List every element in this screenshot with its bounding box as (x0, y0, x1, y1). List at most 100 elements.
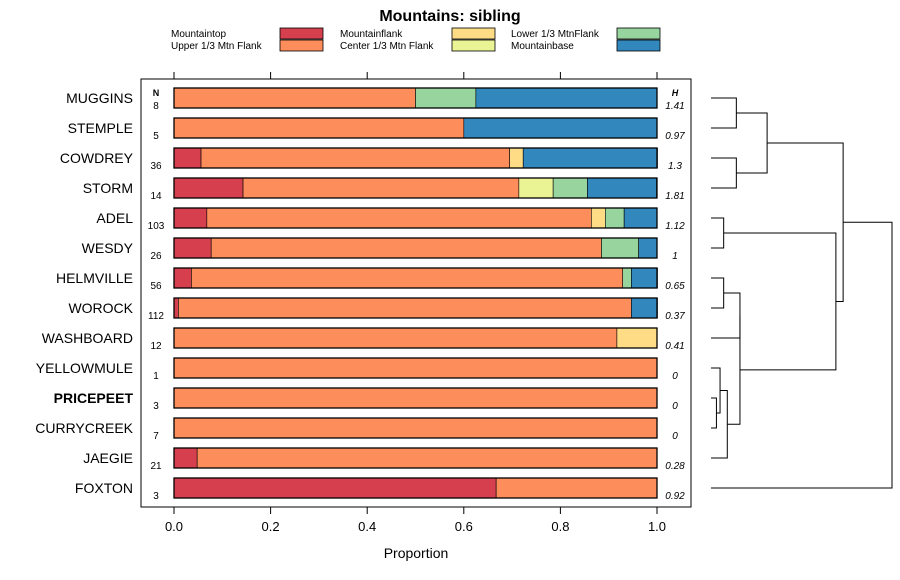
legend-label-mountaintop: Mountaintop (171, 29, 226, 40)
bar-worock-mountainbase (631, 297, 658, 319)
n-label-storm: 14 (150, 191, 162, 202)
row-label-helmville: HELMVILLE (56, 270, 133, 286)
bar-outline-currycreek (173, 417, 658, 439)
n-label-adel: 103 (148, 221, 165, 232)
legend-label-mountainflank: Mountainflank (340, 29, 403, 40)
n-labels: 8 5 36 14 103 26 56 112 12 1 3 7 21 3 (148, 101, 165, 502)
x-axis: 0.0 0.2 0.4 0.6 0.8 1.0 (165, 72, 666, 534)
n-label-jaegie: 21 (150, 461, 162, 472)
bar-storm-mountainbase (587, 177, 657, 199)
legend-swatch-center-1-3-mtn-flank (451, 39, 496, 52)
dendrogram-branch-13 (711, 221, 893, 489)
bar-wesdy-mountainbase (638, 237, 658, 259)
bar-adel-mountainbase (623, 207, 658, 229)
row-label-storm: STORM (83, 180, 133, 196)
row-label-adel: ADEL (96, 210, 133, 226)
n-header: N (153, 88, 160, 98)
dendrogram-branch-3 (736, 112, 768, 174)
row-label-cowdrey: COWDREY (60, 150, 134, 166)
n-label-stemple: 5 (153, 131, 159, 142)
bar-outline-wesdy (173, 237, 658, 259)
dendrogram-branch-7 (711, 367, 721, 414)
dendrogram-branch-2 (711, 157, 737, 189)
bar-stemple-mountainbase (463, 117, 658, 139)
bar-adel-mountainflank (591, 207, 606, 229)
x-tick-label-0-2: 0.2 (262, 519, 280, 534)
row-label-yellowmule: YELLOWMULE (36, 360, 133, 376)
plot-frame (140, 78, 692, 508)
row-label-pricepeet: PRICEPEET (54, 390, 134, 406)
bar-adel-lower-1-3-mtnflank (605, 207, 625, 229)
bar-foxton-mountaintop (173, 477, 497, 499)
bar-outline-stemple (173, 117, 658, 139)
x-tick-label-0-8: 0.8 (551, 519, 569, 534)
bar-currycreek-upper-1-3-mtn-flank (173, 417, 658, 439)
bar-outline-yellowmule (173, 357, 658, 379)
n-label-washboard: 12 (150, 341, 162, 352)
bar-storm-center-1-3-mtn-flank (518, 177, 554, 199)
bar-outline-muggins (173, 87, 658, 109)
n-label-helmville: 56 (150, 281, 162, 292)
bar-wesdy-upper-1-3-mtn-flank (210, 237, 602, 259)
dendrogram-branch-5 (711, 277, 725, 309)
row-label-worock: WOROCK (68, 300, 133, 316)
x-tick-label-0-6: 0.6 (455, 519, 473, 534)
h-label-currycreek: 0 (672, 431, 678, 442)
legend-swatch-lower-1-3-mtnflank (616, 27, 661, 40)
n-label-worock: 112 (148, 311, 164, 322)
h-label-foxton: 0.92 (665, 491, 685, 502)
bar-helmville-upper-1-3-mtn-flank (191, 267, 624, 289)
n-label-foxton: 3 (153, 491, 159, 502)
bar-outline-adel (173, 207, 658, 229)
bar-storm-mountaintop (173, 177, 244, 199)
bar-washboard-mountainflank (616, 327, 658, 349)
row-label-washboard: WASHBOARD (42, 330, 133, 346)
chart-title: Mountains: sibling (379, 8, 520, 25)
bar-cowdrey-mountainbase (522, 147, 658, 169)
bar-yellowmule-upper-1-3-mtn-flank (173, 357, 658, 379)
x-axis-title: Proportion (384, 545, 449, 561)
legend-label-lower-1-3-mtnflank: Lower 1/3 MtnFlank (511, 29, 600, 40)
row-label-currycreek: CURRYCREEK (35, 420, 133, 436)
bar-worock-mountaintop (173, 297, 179, 319)
dendrogram-branch-10 (727, 315, 741, 425)
legend-label-upper-1-3-mtn-flank: Upper 1/3 Mtn Flank (171, 41, 263, 52)
row-label-jaegie: JAEGIE (83, 450, 133, 466)
bar-outline-helmville (173, 267, 658, 289)
h-label-washboard: 0.41 (665, 341, 684, 352)
legend-swatch-mountainflank (451, 27, 496, 40)
dendrogram-branch-11 (723, 232, 837, 371)
bar-outline-pricepeet (173, 387, 658, 409)
x-tick-label-0-0: 0.0 (165, 519, 183, 534)
bar-wesdy-mountaintop (173, 237, 212, 259)
bar-outline-jaegie (173, 447, 658, 469)
legend-swatch-upper-1-3-mtn-flank (279, 39, 324, 52)
h-labels: 1.41 0.97 1.3 1.81 1.12 1 0.65 0.37 0.41 0 0 0 0.28 0… (665, 101, 685, 502)
x-tick-label-1-0: 1.0 (648, 519, 666, 534)
h-label-muggins: 1.41 (665, 101, 684, 112)
bar-adel-upper-1-3-mtn-flank (206, 207, 592, 229)
legend-swatch-mountainbase (616, 39, 661, 52)
row-label-stemple: STEMPLE (68, 120, 133, 136)
bar-cowdrey-mountaintop (173, 147, 202, 169)
legend-label-mountainbase: Mountainbase (511, 41, 574, 52)
bar-washboard-upper-1-3-mtn-flank (173, 327, 618, 349)
dendrogram-branch-4 (711, 217, 725, 249)
bar-helmville-mountainbase (631, 267, 658, 289)
h-label-stemple: 0.97 (665, 131, 685, 142)
n-label-yellowmule: 1 (153, 371, 159, 382)
dendrogram-branch-6 (711, 397, 717, 429)
n-label-muggins: 8 (153, 101, 159, 112)
bar-storm-lower-1-3-mtnflank (552, 177, 588, 199)
n-label-pricepeet: 3 (153, 401, 159, 412)
bar-outline-storm (173, 177, 658, 199)
h-label-adel: 1.12 (665, 221, 685, 232)
dendrogram-branch-1 (711, 97, 737, 129)
dendrogram (711, 97, 893, 489)
n-label-cowdrey: 36 (150, 161, 162, 172)
legend-label-center-1-3-mtn-flank: Center 1/3 Mtn Flank (340, 41, 434, 52)
h-label-yellowmule: 0 (672, 371, 678, 382)
